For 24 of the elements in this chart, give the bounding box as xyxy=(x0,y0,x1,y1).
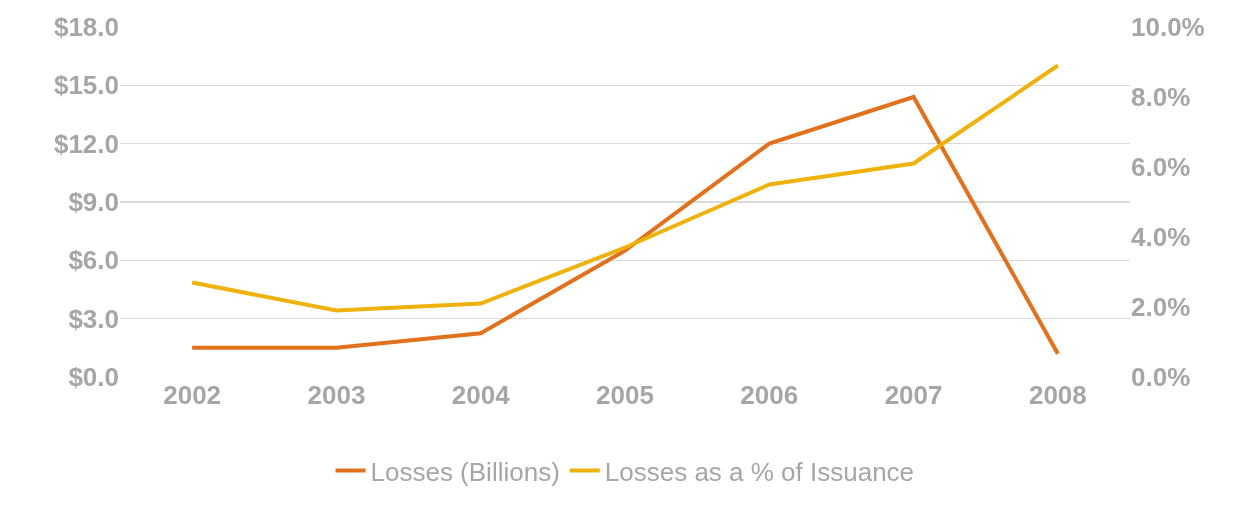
legend-label: Losses (Billions) xyxy=(370,456,560,487)
y2-tick-label: 2.0% xyxy=(1131,292,1191,323)
x-tick-label: 2004 xyxy=(451,380,511,410)
y2-tick-label: 10.0% xyxy=(1131,12,1205,43)
x-tick-label: 2008 xyxy=(1028,380,1087,410)
x-tick-label: 2006 xyxy=(740,380,799,410)
x-tick-label: 2007 xyxy=(884,380,943,410)
y-tick-label: $15.0 xyxy=(53,70,119,101)
legend-label: Losses as a % of Issuance xyxy=(604,456,915,487)
x-tick-label: 2005 xyxy=(596,380,654,410)
y-tick-label: $6.0 xyxy=(68,245,119,276)
y-tick-label: $3.0 xyxy=(68,303,119,334)
y-tick-label: $0.0 xyxy=(68,362,119,393)
x-tick-label: 2003 xyxy=(307,380,366,410)
y2-tick-label: 0.0% xyxy=(1131,362,1191,393)
x-tick-label: 2002 xyxy=(163,380,222,410)
line-series xyxy=(190,95,1060,356)
y-tick-label: $9.0 xyxy=(68,187,119,218)
y2-tick-label: 6.0% xyxy=(1131,152,1191,183)
y-tick-label: $12.0 xyxy=(53,128,119,159)
line-series xyxy=(190,63,1060,313)
y2-tick-label: 8.0% xyxy=(1131,82,1191,113)
y-tick-label: $18.0 xyxy=(53,12,119,43)
y2-tick-label: 4.0% xyxy=(1131,222,1191,253)
